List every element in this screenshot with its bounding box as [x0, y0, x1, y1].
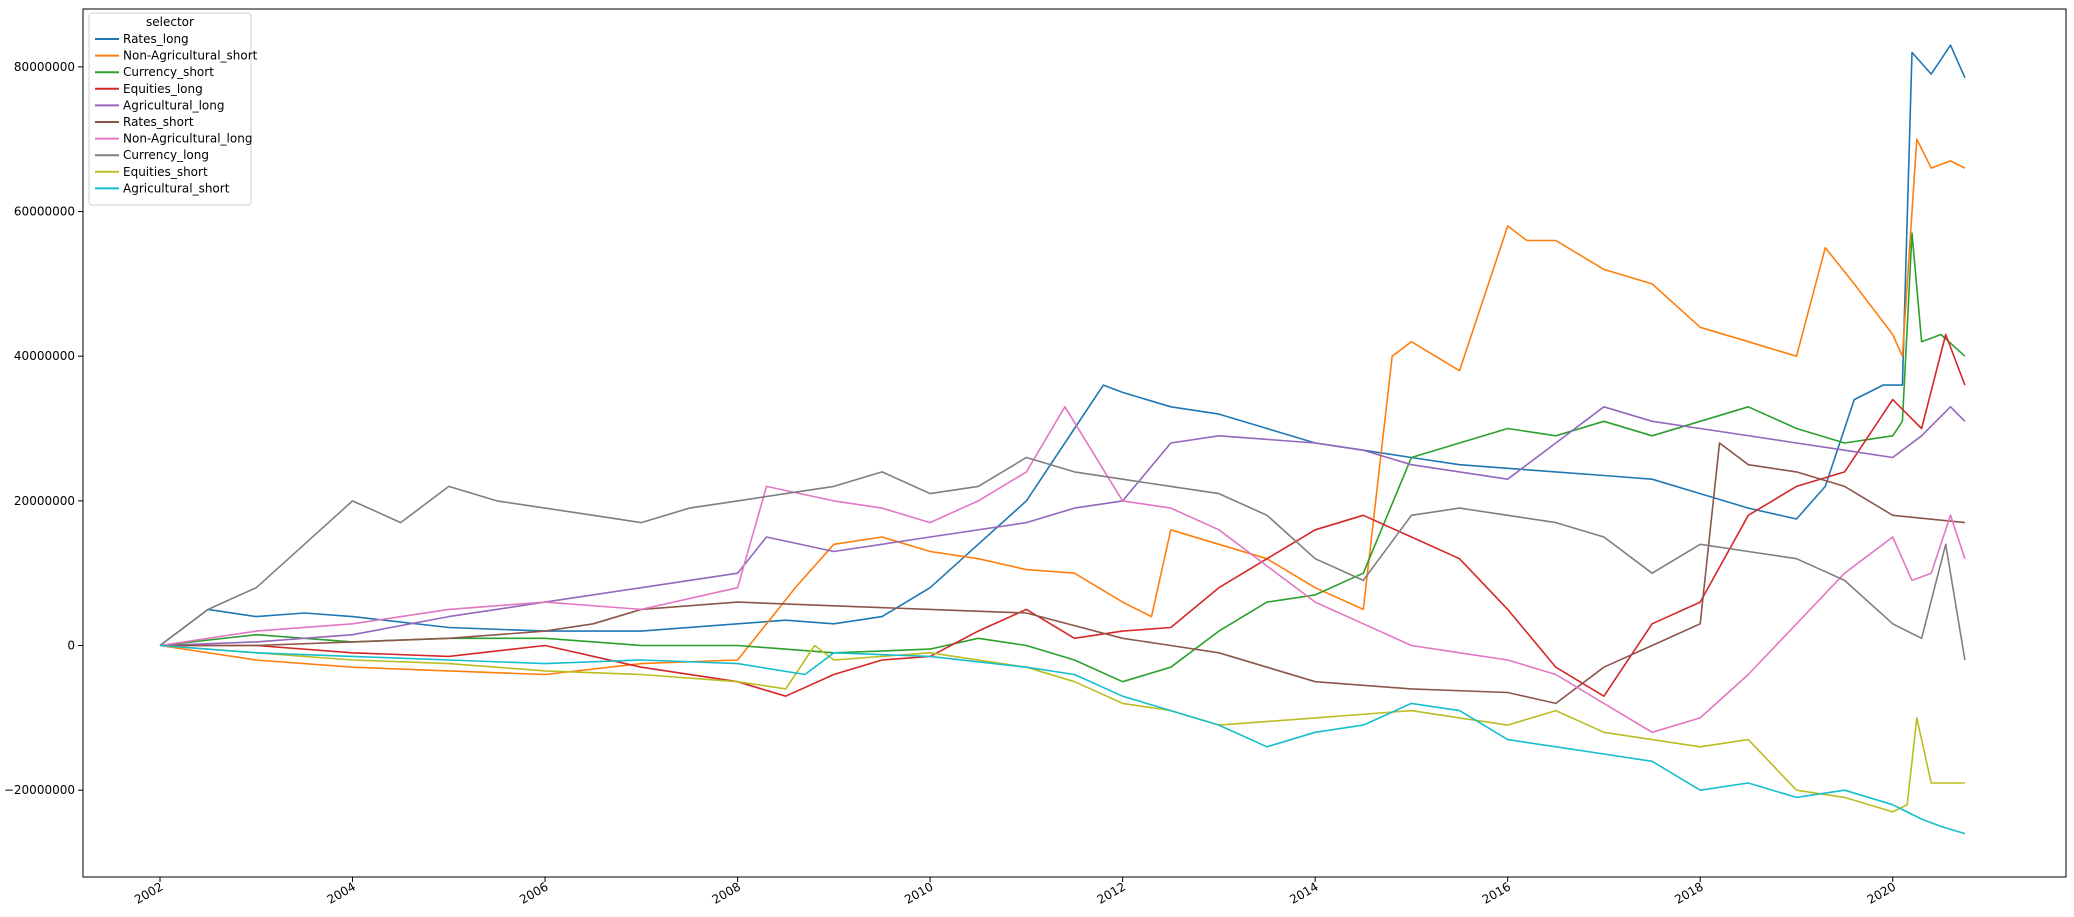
legend-label: Equities_short	[123, 165, 208, 179]
y-tick-label: 40000000	[14, 349, 75, 363]
series-line-currency-short	[159, 232, 1966, 683]
legend-label: Equities_long	[123, 82, 203, 96]
legend-label: Currency_short	[123, 65, 214, 79]
series-line-non-agricultural-short	[159, 138, 1966, 676]
series-line-currency-long	[159, 456, 1966, 661]
legend-label: Non-Agricultural_long	[123, 132, 252, 146]
series-line-equities-short	[159, 644, 1965, 813]
y-tick-label: 20000000	[14, 494, 75, 508]
legend-label: Rates_long	[123, 32, 189, 46]
legend-label: Rates_short	[123, 115, 194, 129]
legend-title: selector	[146, 15, 194, 29]
series-line-equities-long	[160, 333, 1966, 698]
y-tick-label: −20000000	[4, 783, 75, 797]
series-line-agricultural-long	[159, 405, 1966, 647]
series-line-non-agricultural-long	[159, 405, 1966, 734]
series-line-rates-long	[159, 44, 1966, 647]
plot-frame	[82, 8, 2067, 878]
legend-label: Non-Agricultural_short	[123, 49, 258, 63]
y-tick-label: 80000000	[14, 60, 75, 74]
series-line-agricultural-short	[159, 644, 1966, 835]
y-tick-label: 0	[67, 639, 75, 653]
legend-label: Currency_long	[123, 148, 209, 162]
series-line-rates-short	[160, 442, 1965, 705]
series-layer	[159, 44, 1966, 835]
legend-label: Agricultural_short	[123, 181, 230, 195]
legend: selector Rates_long Non-Agricultural_short…	[88, 12, 258, 206]
legend-label: Agricultural_long	[123, 98, 224, 112]
y-tick-label: 60000000	[14, 205, 75, 219]
legend-box	[88, 12, 252, 206]
